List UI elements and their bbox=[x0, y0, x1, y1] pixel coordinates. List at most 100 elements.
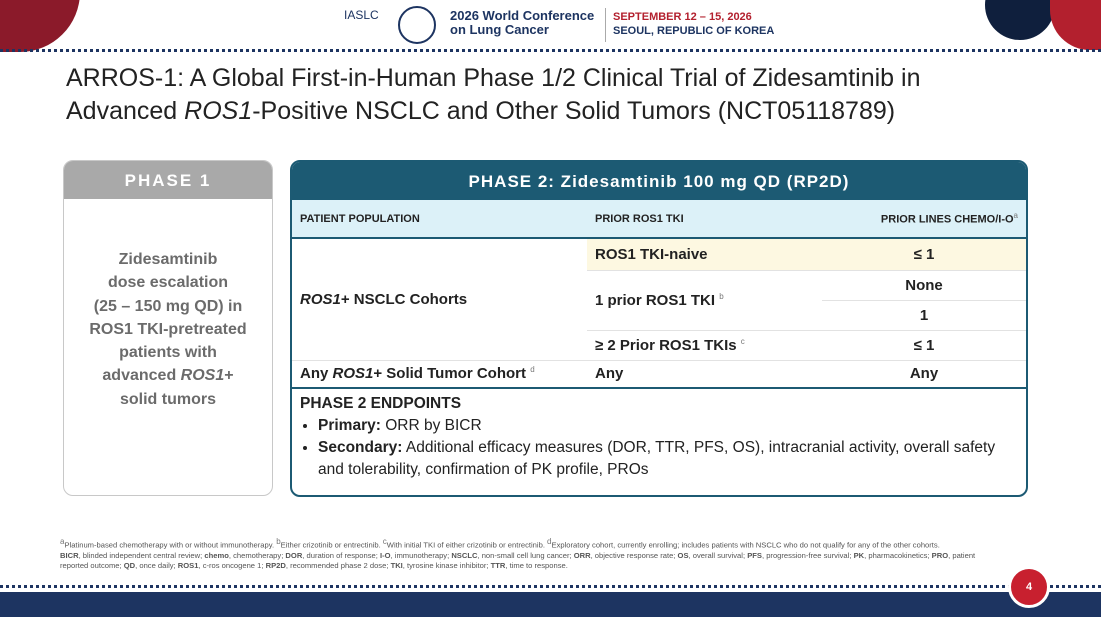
footnote-mark: d bbox=[547, 537, 552, 546]
abbreviation-definition: , immunotherapy; bbox=[390, 550, 452, 560]
abbreviation-term: BICR bbox=[60, 550, 79, 560]
abbreviation-term: NSCLC bbox=[451, 550, 478, 560]
footnote-text: Exploratory cohort, currently enrolling;… bbox=[551, 540, 940, 550]
prior-lines: ≤ 1 bbox=[822, 330, 1026, 361]
prior-lines: None bbox=[822, 270, 1026, 301]
column-header-row: PATIENT POPULATION PRIOR ROS1 TKI PRIOR … bbox=[292, 200, 1026, 239]
gene: ROS1 bbox=[180, 367, 225, 385]
gene: ROS1 bbox=[184, 97, 253, 125]
text: Advanced bbox=[66, 97, 185, 125]
abbreviation-term: QD bbox=[123, 560, 136, 570]
footer-bar bbox=[0, 592, 1101, 617]
abbreviation-definition: , patient reported outcome; bbox=[60, 550, 976, 570]
society: IASLC bbox=[344, 8, 379, 22]
footnote-mark: a bbox=[1013, 211, 1018, 221]
prior-tki: 1 prior ROS1 TKI b bbox=[587, 270, 822, 331]
footnotes: aPlatinum-based chemotherapy with or wit… bbox=[60, 537, 1000, 571]
text: + Solid Tumor Cohort bbox=[373, 365, 527, 383]
abbreviation-definition: , once daily; bbox=[135, 560, 178, 570]
text: advanced bbox=[102, 367, 181, 385]
event-info: SEPTEMBER 12 – 15, 2026 SEOUL, REPUBLIC O… bbox=[613, 10, 774, 38]
line: patients with bbox=[119, 344, 217, 362]
prior-tki: Any bbox=[587, 360, 822, 389]
gene: ROS1 bbox=[332, 365, 374, 383]
abbreviation-term: OS bbox=[677, 550, 689, 560]
dotted-rule bbox=[0, 585, 1101, 588]
text: -Positive NSCLC and Other Solid Tumors (… bbox=[252, 97, 896, 125]
line: Zidesamtinib bbox=[118, 251, 218, 268]
abbreviation-definition: , recommended phase 2 dose; bbox=[285, 560, 391, 570]
abbreviation-term: I-O bbox=[379, 550, 391, 560]
text: 1 prior ROS1 TKI bbox=[595, 291, 716, 309]
row: ≥ 2 Prior ROS1 TKIs c ≤ 1 bbox=[292, 330, 1026, 361]
abbreviation-term: ORR bbox=[573, 550, 591, 560]
abbreviation-term: RP2D bbox=[265, 560, 286, 570]
abbreviation-definition: , blinded independent central review; bbox=[78, 550, 205, 560]
row: ROS1+ NSCLC Cohorts ROS1 TKI-naive ≤ 1 bbox=[292, 238, 1026, 361]
text: + bbox=[224, 367, 234, 385]
row: 1 prior ROS1 TKI b None bbox=[292, 270, 1026, 331]
endpoints: PHASE 2 ENDPOINTS Primary: ORR by BICR S… bbox=[292, 389, 1026, 487]
abbreviation-term: chemo bbox=[204, 550, 229, 560]
page-number: 4 bbox=[1008, 566, 1050, 608]
text: ORR by BICR bbox=[385, 417, 482, 434]
title: ARROS-1: A Global First-in-Human Phase 1… bbox=[66, 62, 921, 128]
prior-lines: ≤ 1 bbox=[822, 238, 1026, 271]
abbreviation-term: ROS1 bbox=[177, 560, 199, 570]
footnote-mark: a bbox=[60, 537, 65, 546]
population: Any ROS1+ Solid Tumor Cohort d bbox=[292, 360, 587, 389]
banner bbox=[0, 0, 1101, 52]
prior-lines: 1 bbox=[822, 300, 1026, 331]
column-header: PRIOR LINES CHEMO/I-Oa bbox=[822, 200, 1026, 239]
phase2-box: PHASE 2: Zidesamtinib 100 mg QD (RP2D) P… bbox=[290, 160, 1028, 497]
endpoint: Secondary: Additional efficacy measures … bbox=[318, 437, 1018, 481]
label: Primary: bbox=[318, 417, 381, 434]
abbreviation-term: PFS bbox=[747, 550, 762, 560]
title-line: ARROS-1: A Global First-in-Human Phase 1… bbox=[66, 64, 921, 92]
phase1-heading: PHASE 1 bbox=[64, 161, 272, 199]
phase1-text: Zidesamtinib dose escalation (25 – 150 m… bbox=[64, 199, 272, 411]
divider bbox=[605, 8, 606, 42]
line: (25 – 150 mg QD) in bbox=[93, 297, 243, 315]
abbreviation-term: TKI bbox=[390, 560, 403, 570]
footnote-mark: b bbox=[719, 291, 724, 301]
abbreviation-definition: , pharmacokinetics; bbox=[864, 550, 932, 560]
abbreviation-definition: , tyrosine kinase inhibitor; bbox=[402, 560, 491, 570]
conference: 2026 World Conference on Lung Cancer bbox=[450, 9, 594, 37]
location: SEOUL, REPUBLIC OF KOREA bbox=[613, 25, 775, 37]
endpoint: Primary: ORR by BICR bbox=[318, 415, 1018, 437]
text: PRIOR LINES CHEMO/I-O bbox=[880, 213, 1014, 226]
line: advanced ROS1+ bbox=[64, 364, 272, 387]
text: ≥ 2 Prior ROS1 TKIs bbox=[595, 336, 737, 354]
footnote-text: With initial TKI of either crizotinib or… bbox=[386, 540, 548, 550]
abbreviation-term: PRO bbox=[931, 550, 949, 560]
line: solid tumors bbox=[119, 390, 216, 408]
line: dose escalation bbox=[107, 274, 229, 292]
abbreviation-definition: , progression-free survival; bbox=[761, 550, 854, 560]
footnote-text: Platinum-based chemotherapy with or with… bbox=[64, 540, 277, 550]
prior-tki: ROS1 TKI-naive bbox=[587, 238, 822, 271]
dotted-rule bbox=[0, 49, 1101, 52]
text: + NSCLC Cohorts bbox=[340, 290, 468, 308]
abbreviation-definition: , time to response. bbox=[505, 560, 568, 570]
label: Secondary: bbox=[318, 439, 403, 456]
footnote-list: aPlatinum-based chemotherapy with or wit… bbox=[60, 537, 1000, 551]
abbreviation-definition: , objective response rate; bbox=[590, 550, 678, 560]
abbreviation-definition: , chemotherapy; bbox=[228, 550, 286, 560]
conference-line: 2026 World Conference bbox=[450, 8, 595, 23]
phase2-heading: PHASE 2: Zidesamtinib 100 mg QD (RP2D) bbox=[292, 162, 1026, 200]
footnote-text: Either crizotinib or entrectinib. bbox=[280, 540, 383, 550]
logo bbox=[398, 6, 436, 44]
line: ROS1 TKI-pretreated bbox=[89, 320, 247, 338]
prior-tki: ≥ 2 Prior ROS1 TKIs c bbox=[587, 330, 822, 361]
footnote-mark: c bbox=[740, 336, 745, 346]
abbreviation-term: TTR bbox=[490, 560, 506, 570]
conference-line: on Lung Cancer bbox=[450, 22, 549, 37]
column-header: PATIENT POPULATION bbox=[292, 200, 587, 239]
prior-lines: Any bbox=[822, 360, 1026, 389]
abbreviation-term: DOR bbox=[285, 550, 303, 560]
endpoints-heading: PHASE 2 ENDPOINTS bbox=[300, 395, 462, 412]
population: ROS1+ NSCLC Cohorts bbox=[292, 238, 587, 361]
row: 1 bbox=[292, 300, 1026, 331]
